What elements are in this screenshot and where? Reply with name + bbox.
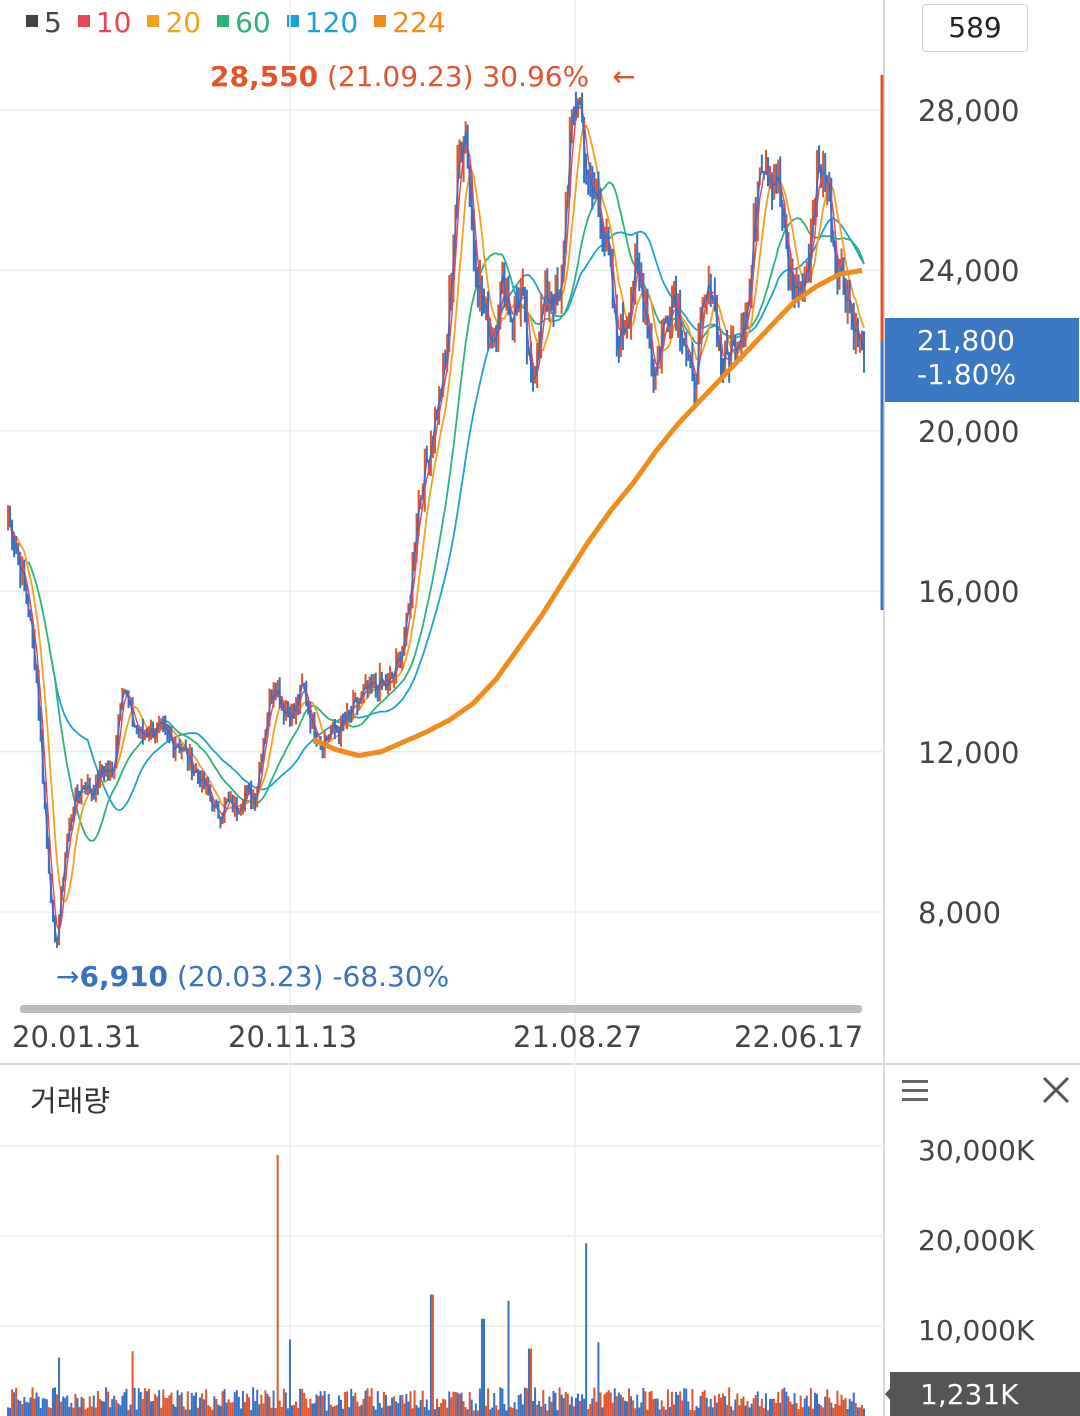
legend-item-ma60[interactable]: 60 [217, 6, 271, 39]
chart-scrollbar [20, 1005, 862, 1013]
legend-item-ma10[interactable]: 10 [77, 6, 132, 39]
legend-swatch [77, 15, 90, 27]
current-change: -1.80% [917, 358, 1017, 391]
x-tick-label: 20.11.13 [228, 1020, 358, 1054]
ma-legend: 5 10 20 60 120 224 [26, 6, 462, 39]
ma60-line [27, 181, 865, 842]
legend-swatch [374, 15, 387, 27]
x-tick-label: 20.01.31 [12, 1020, 142, 1054]
y-tick-label: 16,000 [918, 575, 1020, 609]
volume-y-tick-label: 10,000K [918, 1314, 1035, 1347]
volume-y-tick-label: 30,000K [918, 1134, 1035, 1167]
legend-swatch [26, 15, 38, 27]
current-price-tag: 21,800 -1.80% [885, 318, 1079, 402]
y-tick-label: 20,000 [918, 415, 1020, 449]
y-tick-label: 8,000 [918, 896, 1002, 930]
high-date: (21.09.23) [326, 60, 474, 93]
current-price: 21,800 [917, 324, 1015, 357]
legend-swatch [147, 15, 160, 27]
left-arrow-icon: ← [612, 60, 636, 93]
ma20-line [15, 124, 865, 903]
legend-label: 120 [304, 6, 359, 39]
y-tick-label: 28,000 [918, 94, 1020, 128]
x-tick-label: 22.06.17 [734, 1020, 864, 1054]
low-date: (20.03.23) [176, 960, 324, 993]
low-annotation: →6,910 (20.03.23) -68.30% [56, 960, 449, 993]
high-price: 28,550 [210, 60, 319, 93]
volume-y-tick-label: 20,000K [918, 1224, 1035, 1257]
low-pct: -68.30% [332, 960, 450, 993]
legend-label: 5 [44, 6, 62, 39]
ma10-line [11, 106, 865, 932]
current-volume: 1,231K [920, 1378, 1019, 1411]
legend-label: 10 [95, 6, 132, 39]
ma120-line [48, 217, 865, 811]
current-volume-tag: 1,231K [890, 1372, 1080, 1416]
close-icon[interactable] [1040, 1074, 1072, 1106]
ma224-line [311, 267, 863, 759]
y-tick-label: 12,000 [918, 736, 1020, 770]
candle-count-box[interactable]: 589 [922, 4, 1028, 52]
high-pct: 30.96% [482, 60, 590, 93]
y-tick-label: 24,000 [918, 254, 1020, 288]
legend-label: 60 [235, 6, 271, 39]
legend-item-ma120[interactable]: 120 [286, 6, 359, 39]
x-tick-label: 21.08.27 [513, 1020, 643, 1054]
menu-icon[interactable] [900, 1076, 930, 1106]
high-annotation: 28,550 (21.09.23) 30.96% ← [210, 60, 636, 93]
legend-label: 224 [392, 6, 446, 39]
low-price: 6,910 [79, 960, 169, 993]
legend-item-ma20[interactable]: 20 [147, 6, 201, 39]
volume-panel-title: 거래량 [30, 1084, 111, 1118]
legend-item-ma224[interactable]: 224 [374, 6, 446, 39]
legend-label: 20 [165, 6, 202, 39]
right-arrow-icon: → [56, 960, 80, 993]
legend-swatch [217, 15, 230, 27]
ma5-line [9, 100, 865, 944]
legend-item-ma5[interactable]: 5 [26, 6, 62, 39]
